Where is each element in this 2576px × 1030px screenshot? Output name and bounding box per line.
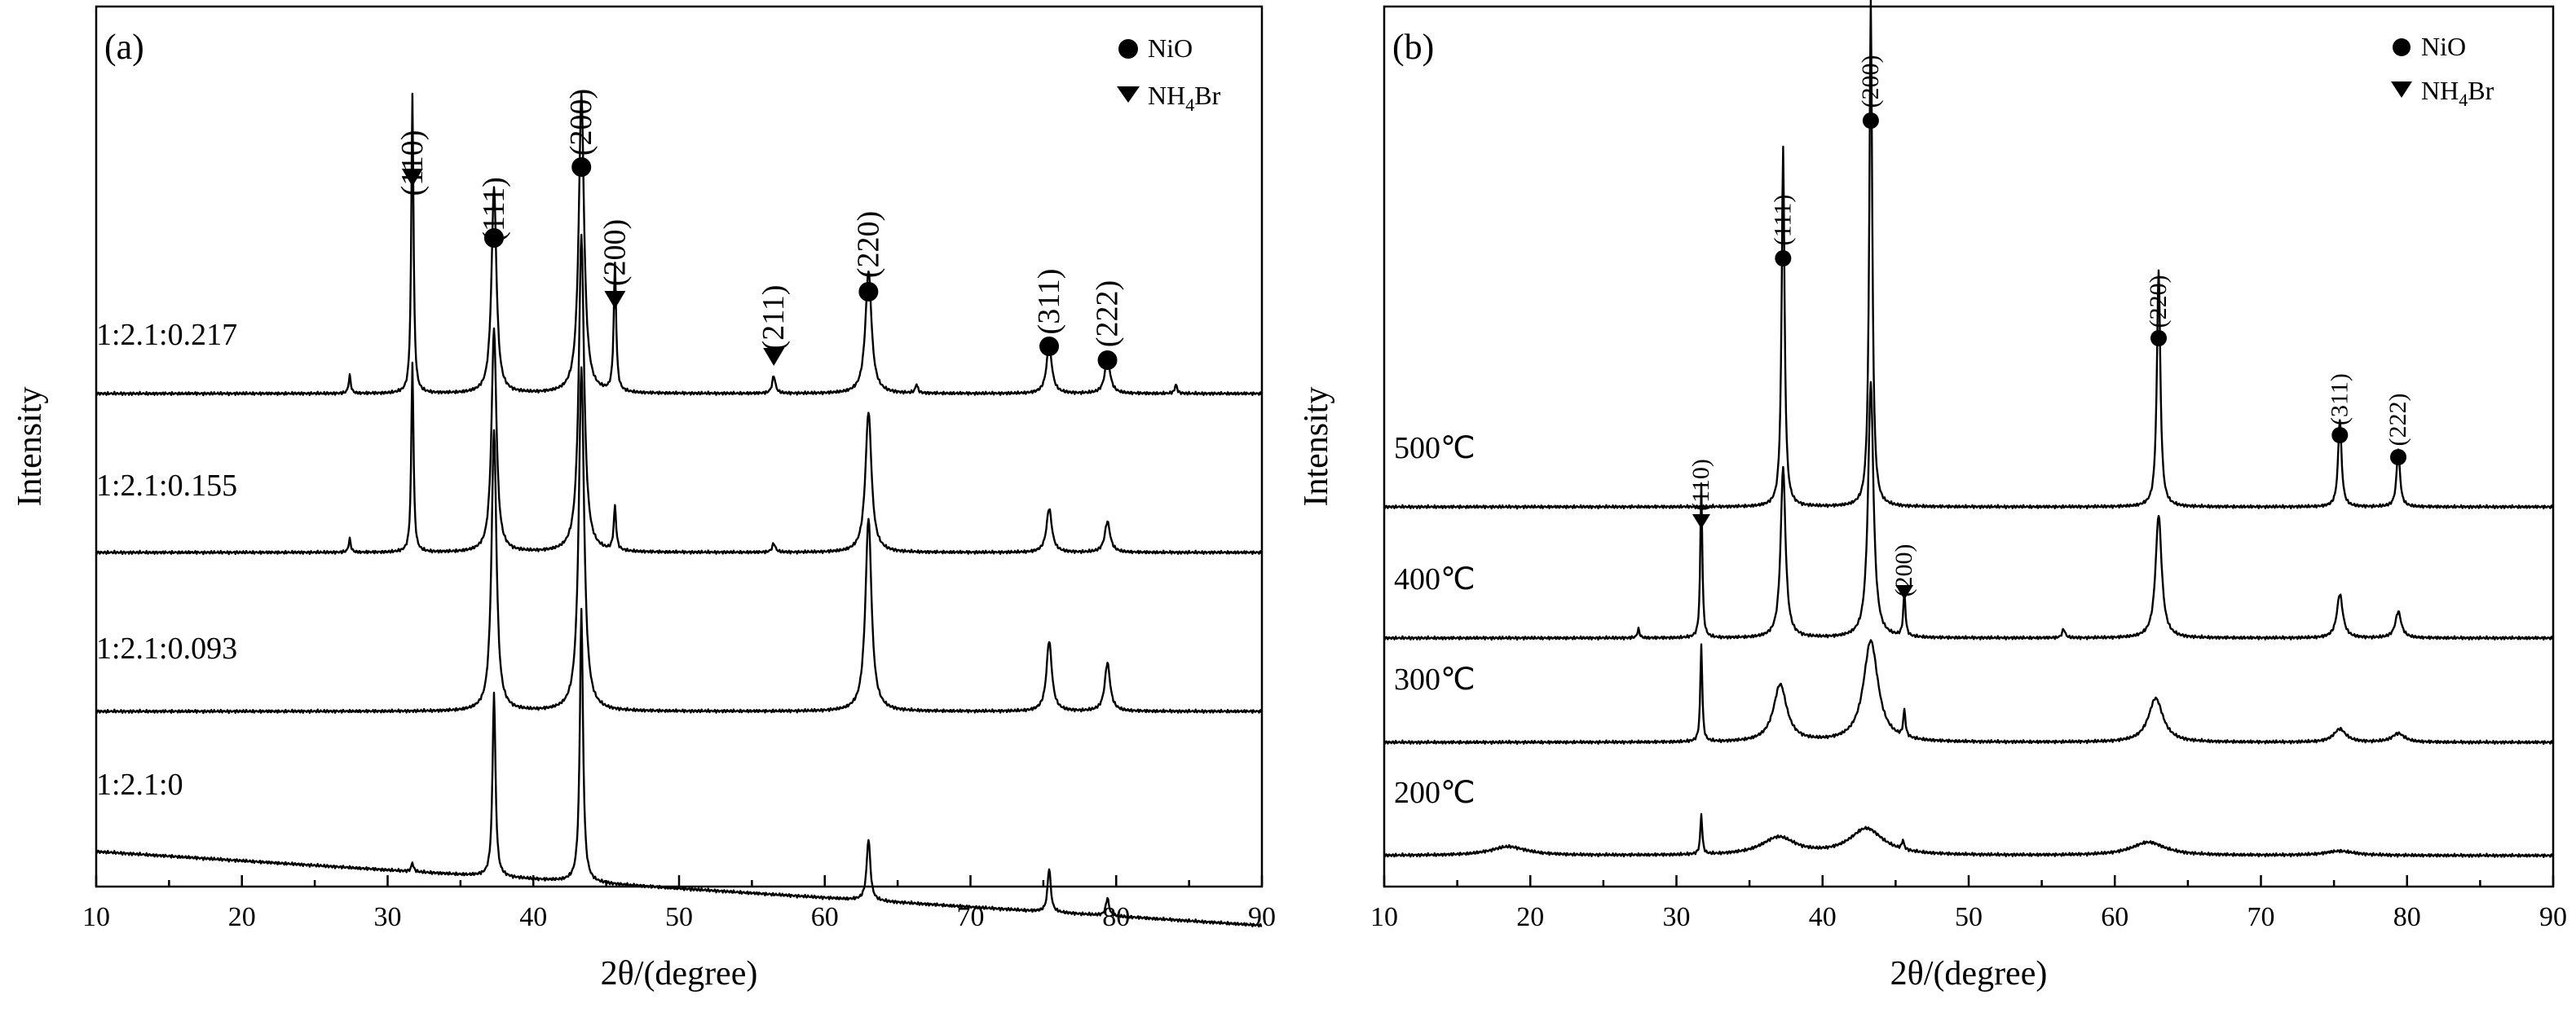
legend-nh4br-marker	[1117, 86, 1140, 103]
panel-b-hkl-label: (111)	[1769, 195, 1796, 246]
panel-b-hkl-label: (222)	[2384, 394, 2411, 447]
panel-b-nio-marker	[2389, 449, 2406, 465]
panel-a-x-tick-label: 10	[82, 902, 110, 932]
legend-nio-label: NiO	[2421, 32, 2466, 61]
panel-b-x-tick-label: 60	[2101, 902, 2128, 932]
panel-a-nh4br-marker	[604, 291, 626, 309]
legend-nio-marker	[1118, 39, 1138, 59]
panel-b-x-tick-label: 30	[1663, 902, 1691, 932]
panel-a-hkl-label: (200)	[598, 219, 632, 286]
panel-b-hkl-label: (311)	[2326, 373, 2353, 425]
panel-b-nh4br-marker	[1692, 514, 1710, 529]
panel-a-series-label: 1:2.1:0.155	[96, 469, 237, 503]
panel-a-panel-label: (a)	[104, 27, 144, 67]
panel-a-plot-frame	[95, 5, 1264, 888]
panel-b-trace-2	[1383, 639, 2554, 746]
panel-a-trace-2	[95, 366, 1263, 715]
panel-a-nio-marker	[1039, 337, 1060, 356]
panel-b-x-tick-label: 10	[1370, 902, 1398, 932]
panel-a-nio-marker	[483, 228, 504, 248]
panel-b-x-tick-label: 80	[2393, 902, 2421, 932]
panel-a-x-axis-label: 2θ/(degree)	[601, 955, 758, 993]
panel-b-legend: NiO NH4Br	[2391, 32, 2494, 110]
panel-b-y-axis-label: Intensity	[1298, 387, 1335, 507]
panel-a-hkl-label: (222)	[1091, 280, 1125, 347]
panel-b-panel-label: (b)	[1392, 27, 1434, 67]
panel-a-nio-marker	[858, 282, 879, 302]
panel-b-hkl-label: (200)	[1890, 544, 1917, 597]
panel-a-hkl-label: (311)	[1032, 269, 1066, 335]
panel-b-series-label: 400℃	[1394, 562, 1475, 596]
panel-a-trace-0	[95, 92, 1263, 397]
panel-a-x-tick-label: 20	[228, 902, 256, 932]
panel-a-trace-3	[95, 608, 1263, 928]
panel-b-nh4br-marker	[1895, 585, 1914, 600]
legend-nio-marker	[2393, 38, 2411, 56]
panel-a-nh4br-marker	[763, 348, 785, 366]
panel-b-x-axis-label: 2θ/(degree)	[1890, 955, 2048, 993]
panel-a-hkl-label: (110)	[395, 130, 430, 196]
panel-b-x-tick-label: 70	[2247, 902, 2275, 932]
panel-b-series-label: 200℃	[1394, 776, 1475, 810]
panel-a-hkl-label: (220)	[851, 211, 885, 278]
legend-nio-label: NiO	[1148, 33, 1193, 63]
panel-b-nio-marker	[2331, 427, 2349, 443]
panel-a-x-tick-label: 50	[665, 902, 693, 932]
panel-b: 10 20 30 40 50 60 70 80 90 2θ/(degree) Intensity (b…	[1298, 0, 2567, 993]
panel-a-x-tick-label: 90	[1248, 902, 1276, 932]
panel-b-series-label: 500℃	[1394, 431, 1475, 465]
legend-nh4br-label: NH4Br	[2421, 76, 2494, 110]
panel-a-series-label: 1:2.1:0	[96, 768, 183, 802]
panel-a-x-tick-label: 30	[374, 902, 402, 932]
panel-b-x-tick-label: 50	[1955, 902, 1983, 932]
panel-b-nio-marker	[1775, 250, 1792, 266]
panel-b-plot-frame	[1383, 5, 2555, 888]
panel-a-nio-marker	[571, 157, 592, 177]
panel-b-x-tick-label: 90	[2539, 902, 2567, 932]
panel-a-legend: NiO NH4Br	[1117, 33, 1221, 115]
panel-a-hkl-label: (211)	[756, 285, 791, 351]
panel-b-x-tick-label: 20	[1516, 902, 1544, 932]
panel-b-hkl-label: (200)	[1857, 55, 1884, 108]
panel-a-x-tick-label: 40	[519, 902, 547, 932]
panel-a-x-tick-label: 60	[811, 902, 839, 932]
panel-b-series-label: 300℃	[1394, 662, 1475, 697]
panel-b-trace-3	[1383, 812, 2554, 858]
panel-a: 10 20 30 40 50 60 70 80 902θ/(degree)Intensity(a…	[11, 5, 1276, 993]
panel-b-nio-marker	[1862, 112, 1879, 129]
panel-a-series-label: 1:2.1:0.217	[96, 318, 237, 352]
panel-a-nio-marker	[1097, 350, 1118, 370]
panel-b-x-tick-label: 40	[1809, 902, 1837, 932]
panel-b-trace-1	[1383, 381, 2554, 641]
panel-a-nh4br-marker	[401, 169, 423, 187]
panel-a-trace-1	[95, 233, 1263, 556]
panel-a-hkl-label: (200)	[564, 89, 598, 156]
panel-a-y-axis-label: Intensity	[11, 387, 49, 507]
legend-nh4br-marker	[2391, 81, 2412, 98]
panel-b-hkl-label: (220)	[2145, 275, 2172, 328]
legend-nh4br-label: NH4Br	[1148, 81, 1221, 115]
panel-b-trace-0	[1383, 0, 2554, 510]
panel-b-hkl-label: (110)	[1687, 459, 1714, 511]
panel-a-hkl-label: (111)	[477, 177, 511, 242]
panel-b-nio-marker	[2150, 330, 2168, 346]
panel-a-series-label: 1:2.1:0.093	[96, 632, 237, 666]
